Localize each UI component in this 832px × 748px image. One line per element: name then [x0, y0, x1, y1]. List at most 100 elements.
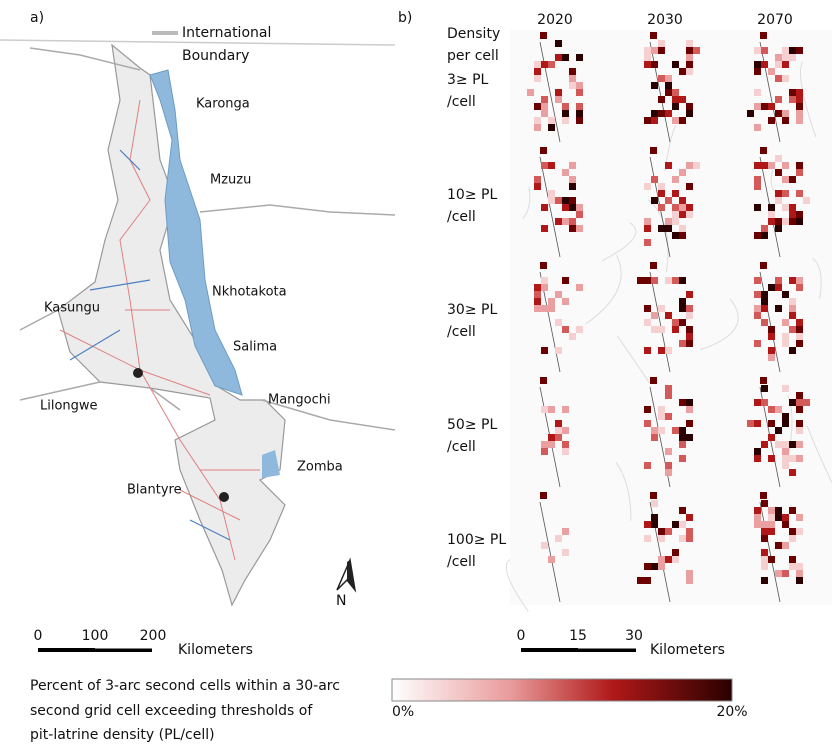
- density-cell: [754, 204, 761, 211]
- density-cell: [803, 399, 810, 406]
- density-cell: [761, 291, 768, 298]
- density-cell: [782, 455, 789, 462]
- density-cell: [651, 563, 658, 570]
- density-cell: [760, 32, 767, 39]
- density-cell: [672, 549, 679, 556]
- density-cell: [644, 563, 651, 570]
- density-cell: [761, 61, 768, 68]
- density-cell: [782, 117, 789, 124]
- density-cell: [686, 68, 693, 75]
- density-cell: [658, 190, 665, 197]
- density-cell: [754, 507, 761, 514]
- density-cell: [768, 103, 775, 110]
- density-cell: [789, 218, 796, 225]
- density-cell: [686, 110, 693, 117]
- density-cell: [576, 117, 583, 124]
- density-cell: [789, 347, 796, 354]
- density-cell: [548, 197, 555, 204]
- density-cell: [782, 514, 789, 521]
- density-cell: [569, 75, 576, 82]
- density-cell: [686, 103, 693, 110]
- density-cell: [754, 399, 761, 406]
- density-cell: [761, 441, 768, 448]
- density-cell: [651, 47, 658, 54]
- density-cell: [658, 347, 665, 354]
- density-cell: [679, 455, 686, 462]
- density-cell: [789, 176, 796, 183]
- density-cell: [679, 507, 686, 514]
- density-cell: [686, 333, 693, 340]
- row-label: /cell: [447, 209, 476, 225]
- density-cell: [768, 556, 775, 563]
- density-cell: [644, 239, 651, 246]
- map-a: [0, 33, 395, 650]
- density-cell: [768, 406, 775, 413]
- density-cell: [775, 427, 782, 434]
- density-cell: [789, 89, 796, 96]
- legend-text: Boundary: [182, 48, 249, 64]
- density-cell: [679, 305, 686, 312]
- density-cell: [782, 441, 789, 448]
- density-cell: [650, 377, 657, 384]
- density-cell: [761, 162, 768, 169]
- density-cell: [651, 514, 658, 521]
- density-cell: [789, 54, 796, 61]
- density-cell: [679, 169, 686, 176]
- density-cell: [679, 96, 686, 103]
- density-cell: [534, 305, 541, 312]
- density-cell: [665, 385, 672, 392]
- density-cell: [651, 176, 658, 183]
- density-cell: [679, 211, 686, 218]
- density-cell: [658, 563, 665, 570]
- density-cell: [562, 197, 569, 204]
- density-cell: [775, 542, 782, 549]
- city-label: Nkhotakota: [212, 285, 287, 300]
- density-cell: [768, 326, 775, 333]
- density-cell: [782, 162, 789, 169]
- density-cell: [679, 204, 686, 211]
- density-cell: [665, 347, 672, 354]
- density-cell: [576, 89, 583, 96]
- density-cell: [768, 528, 775, 535]
- density-cell: [768, 204, 775, 211]
- density-cell: [796, 570, 803, 577]
- density-cell: [534, 68, 541, 75]
- density-cell: [796, 319, 803, 326]
- density-cell: [686, 47, 693, 54]
- density-cell: [651, 427, 658, 434]
- density-cell: [665, 556, 672, 563]
- density-cell: [644, 277, 651, 284]
- density-cell: [569, 82, 576, 89]
- density-cell: [541, 103, 548, 110]
- density-cell: [665, 312, 672, 319]
- density-cell: [651, 500, 658, 507]
- density-cell: [644, 54, 651, 61]
- density-cell: [796, 103, 803, 110]
- density-cell: [754, 103, 761, 110]
- density-cell: [796, 47, 803, 54]
- density-cell: [768, 514, 775, 521]
- density-cell: [768, 420, 775, 427]
- density-cell: [768, 162, 775, 169]
- density-cell: [761, 47, 768, 54]
- density-cell: [782, 204, 789, 211]
- density-cell: [796, 110, 803, 117]
- density-cell: [686, 54, 693, 61]
- density-cell: [672, 61, 679, 68]
- density-cell: [754, 448, 761, 455]
- density-cell: [672, 204, 679, 211]
- density-cell: [775, 284, 782, 291]
- density-cell: [650, 492, 657, 499]
- density-cell: [540, 262, 547, 269]
- density-cell: [541, 61, 548, 68]
- row-label: 50≥ PL: [447, 417, 497, 433]
- density-cell: [534, 298, 541, 305]
- row-label: 10≥ PL: [447, 187, 497, 203]
- density-cell: [679, 225, 686, 232]
- density-cell: [569, 183, 576, 190]
- density-cell: [775, 169, 782, 176]
- density-cell: [658, 556, 665, 563]
- row-label: 3≥ PL: [447, 72, 489, 88]
- density-cell: [782, 319, 789, 326]
- density-cell: [651, 197, 658, 204]
